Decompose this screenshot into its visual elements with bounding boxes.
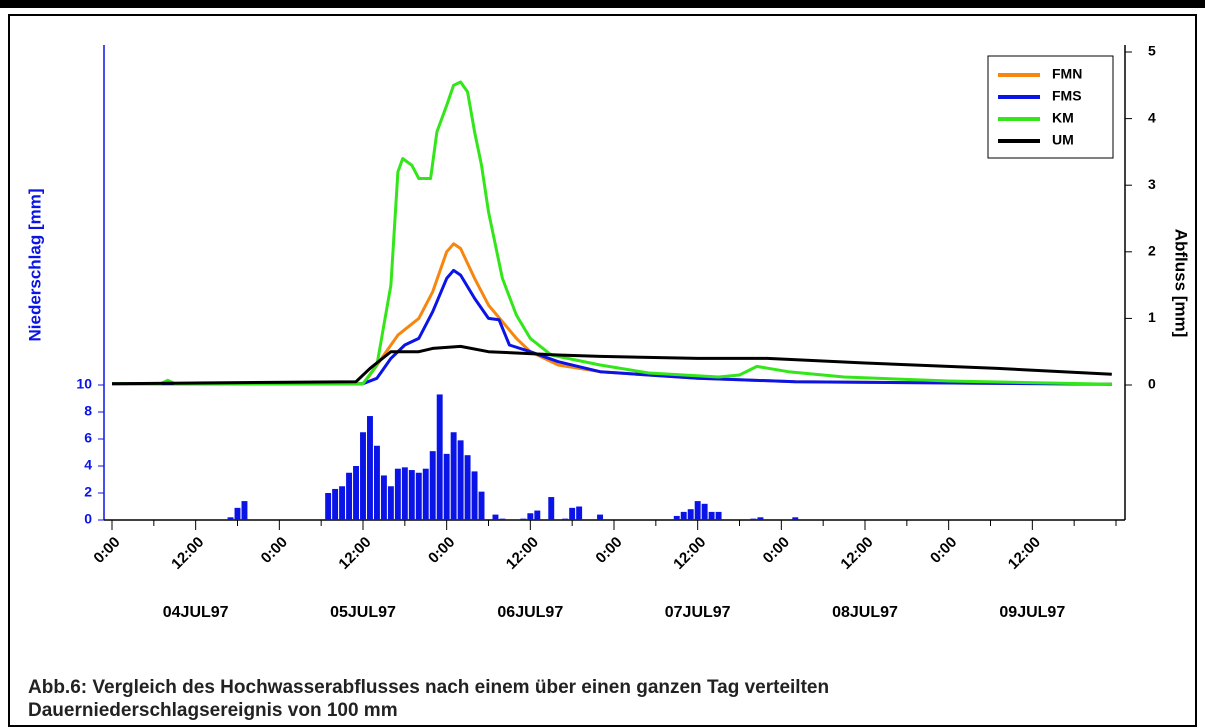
bar <box>415 472 422 520</box>
y-tick-label: 2 <box>84 484 92 500</box>
x-tick-label: 0:00 <box>927 534 960 567</box>
date-label: 09JUL97 <box>999 604 1065 621</box>
top-bar <box>0 0 1205 8</box>
bar <box>708 511 715 520</box>
bar <box>534 510 541 520</box>
bar <box>471 471 478 520</box>
x-tick-label: 0:00 <box>425 534 458 567</box>
bar <box>401 467 408 520</box>
x-tick-label: 12:00 <box>1005 534 1044 573</box>
bar <box>464 455 471 520</box>
legend-label: UM <box>1052 132 1074 148</box>
bar <box>325 493 332 520</box>
y-axis-label: Niederschlag [mm] <box>25 188 44 341</box>
y2-tick-label: 5 <box>1148 43 1156 59</box>
x-tick-label: 0:00 <box>258 534 291 567</box>
x-tick-label: 0:00 <box>760 534 793 567</box>
bar <box>234 507 241 520</box>
date-label: 06JUL97 <box>497 604 563 621</box>
bar <box>687 509 694 520</box>
x-tick-label: 12:00 <box>670 534 709 573</box>
caption: Abb.6: Vergleich des Hochwasserabflusses… <box>28 677 829 698</box>
y-tick-label: 10 <box>76 376 92 392</box>
x-tick-label: 12:00 <box>503 534 542 573</box>
bar <box>373 445 380 520</box>
y-tick-label: 6 <box>84 430 92 446</box>
bar <box>339 486 346 520</box>
bar <box>450 432 457 520</box>
bar <box>360 432 366 520</box>
x-tick-label: 0:00 <box>592 534 625 567</box>
line <box>112 268 1112 386</box>
y2-tick-label: 3 <box>1148 176 1156 192</box>
bar <box>227 517 234 520</box>
bar <box>715 511 722 520</box>
bar <box>429 451 436 520</box>
legend-label: FMN <box>1052 66 1082 82</box>
y2-tick-label: 4 <box>1148 109 1156 125</box>
bar <box>394 468 401 520</box>
bar <box>792 517 799 520</box>
bar <box>680 511 687 520</box>
bar <box>457 440 464 520</box>
bar <box>408 470 415 520</box>
bar <box>701 503 708 520</box>
bar <box>367 416 373 520</box>
bar <box>569 507 576 520</box>
line <box>112 80 1112 386</box>
date-label: 05JUL97 <box>330 604 396 621</box>
bar <box>346 472 353 520</box>
bar <box>422 468 429 520</box>
bar <box>694 501 701 520</box>
bar <box>241 501 248 520</box>
y2-tick-label: 0 <box>1148 376 1156 392</box>
date-label: 04JUL97 <box>163 604 229 621</box>
y-tick-label: 0 <box>84 511 92 527</box>
y2-tick-label: 1 <box>1148 309 1156 325</box>
date-label: 08JUL97 <box>832 604 898 621</box>
bar <box>520 518 527 520</box>
bar <box>576 506 583 520</box>
bar <box>499 518 506 520</box>
bar <box>443 453 450 520</box>
bar <box>353 466 359 520</box>
bar <box>380 475 387 520</box>
bar <box>673 515 680 520</box>
bar <box>527 513 534 520</box>
bar <box>548 497 555 520</box>
x-tick-label: 12:00 <box>335 534 374 573</box>
y-tick-label: 8 <box>84 403 92 419</box>
date-label: 07JUL97 <box>665 604 731 621</box>
bar <box>332 488 339 520</box>
bar <box>562 518 569 520</box>
frame <box>8 14 1197 727</box>
bar <box>757 517 764 520</box>
legend-label: FMS <box>1052 88 1082 104</box>
line <box>111 344 1112 386</box>
x-tick-label: 0:00 <box>90 534 123 567</box>
bar <box>750 518 757 520</box>
legend-label: KM <box>1052 110 1074 126</box>
bar <box>478 491 485 520</box>
y-tick-label: 4 <box>84 457 92 473</box>
caption: Dauerniederschlagsereignis von 100 mm <box>28 700 398 721</box>
line <box>112 242 1112 386</box>
y2-axis-label: Abfluss [mm] <box>1172 229 1191 338</box>
bar <box>436 394 443 520</box>
bar <box>597 514 604 520</box>
x-tick-label: 12:00 <box>168 534 207 573</box>
y2-tick-label: 2 <box>1148 243 1156 259</box>
x-tick-label: 12:00 <box>837 534 876 573</box>
bar <box>387 486 394 520</box>
bar <box>492 514 499 520</box>
